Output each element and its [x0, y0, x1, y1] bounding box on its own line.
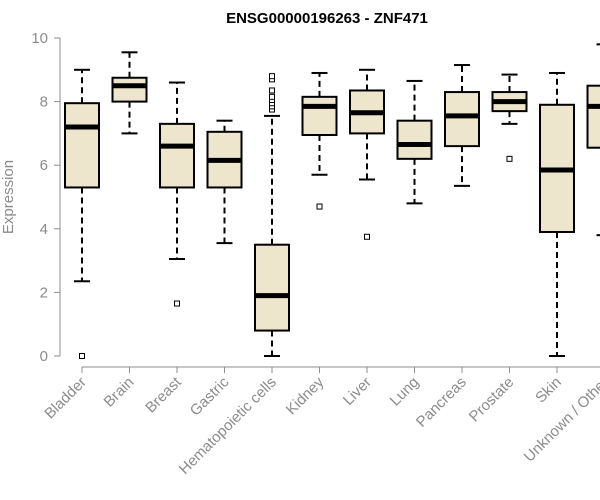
box-rect — [159, 122, 195, 189]
y-axis: 0 2 4 6 8 10 — [31, 30, 61, 365]
box-rect — [396, 119, 433, 160]
outlier-point — [269, 93, 275, 100]
outlier-point — [79, 353, 85, 359]
boxes-group — [64, 43, 600, 359]
outlier-point — [506, 155, 513, 162]
y-tick-label: 8 — [40, 94, 48, 111]
x-tick-label: Gastric — [187, 373, 233, 419]
box-group — [64, 68, 100, 359]
box-group — [539, 71, 575, 357]
y-tick-label: 4 — [40, 221, 48, 238]
x-tick-label: Bladder — [41, 374, 90, 423]
box-group — [491, 73, 528, 162]
box-group — [159, 81, 195, 307]
box-rect — [301, 95, 338, 136]
x-tick-label: Pancreas — [413, 374, 470, 431]
x-tick-label: Prostate — [466, 374, 518, 426]
box-rect — [111, 76, 148, 103]
outlier-point — [269, 73, 275, 80]
box-rect — [444, 91, 480, 148]
box-group — [349, 68, 385, 240]
y-tick-label: 2 — [40, 284, 48, 301]
y-tick-label: 10 — [31, 30, 48, 47]
y-tick-label: 6 — [40, 157, 48, 174]
x-tick-label: Lung — [387, 374, 423, 410]
box-group — [301, 71, 338, 210]
box-group — [444, 64, 480, 187]
chart-title: ENSG00000196263 - ZNF471 — [226, 10, 428, 27]
x-tick-label: Liver — [340, 374, 375, 409]
x-tick-label: Breast — [142, 373, 185, 416]
box-group — [111, 51, 148, 135]
x-tick-label: Brain — [101, 374, 138, 411]
box-rect — [254, 243, 290, 332]
box-rect — [64, 102, 100, 189]
box-group — [396, 79, 433, 205]
box-rect — [586, 84, 600, 149]
outlier-point — [174, 300, 180, 307]
box-group — [206, 119, 243, 245]
outlier-point — [269, 87, 275, 94]
outlier-point — [364, 233, 370, 240]
box-group — [586, 43, 600, 237]
y-axis-label: Expression — [0, 160, 17, 234]
box-group — [254, 73, 290, 357]
x-tick-label: Skin — [532, 374, 565, 407]
x-tick-label: Kidney — [283, 373, 328, 418]
outlier-point — [316, 203, 323, 210]
y-tick-label: 0 — [40, 348, 48, 365]
